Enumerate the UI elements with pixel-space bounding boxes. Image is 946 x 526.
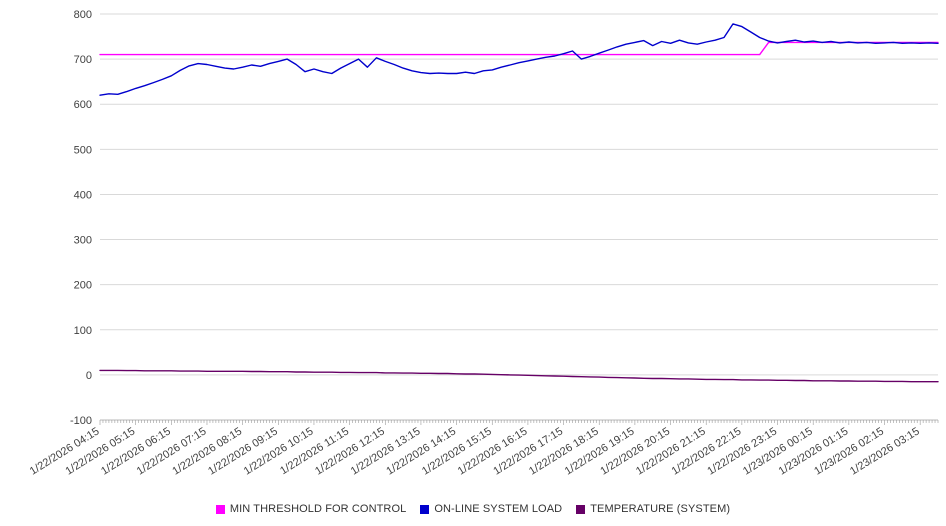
- legend-label: TEMPERATURE (SYSTEM): [590, 503, 731, 515]
- y-axis-tick-label: 200: [74, 280, 92, 292]
- y-axis-tick-label: 600: [74, 99, 92, 111]
- legend-item-on-line-system-load: ON-LINE SYSTEM LOAD: [420, 503, 562, 515]
- y-axis-tick-label: -100: [70, 415, 92, 427]
- y-axis-tick-label: 300: [74, 235, 92, 247]
- y-axis-tick-label: 400: [74, 189, 92, 201]
- legend-swatch-min-threshold-for-control: [215, 504, 225, 514]
- y-axis-tick-label: 100: [74, 325, 92, 337]
- y-axis-tick-label: 800: [74, 9, 92, 21]
- chart-legend: MIN THRESHOLD FOR CONTROL ON-LINE SYSTEM …: [0, 494, 946, 524]
- legend-item-min-threshold-for-control: MIN THRESHOLD FOR CONTROL: [215, 503, 407, 515]
- chart-area: -100 0 100 200 300 400 500 600 700 800 1/22/2026 0…: [28, 9, 939, 478]
- y-axis-tick-label: 700: [74, 54, 92, 66]
- legend-label: MIN THRESHOLD FOR CONTROL: [229, 503, 407, 515]
- legend-swatch-on-line-system-load: [420, 504, 430, 514]
- legend-swatch-temperature-system: [576, 504, 586, 514]
- series-line-min-threshold-for-control: [99, 41, 939, 56]
- legend-label: ON-LINE SYSTEM LOAD: [434, 503, 563, 515]
- series-line-on-line-system-load: [99, 23, 939, 96]
- y-axis-tick-label: 0: [86, 370, 92, 382]
- y-axis-tick-label: 500: [74, 144, 92, 156]
- legend-item-temperature-system: TEMPERATURE (SYSTEM): [576, 503, 730, 515]
- series-line-temperature-system: [99, 369, 939, 383]
